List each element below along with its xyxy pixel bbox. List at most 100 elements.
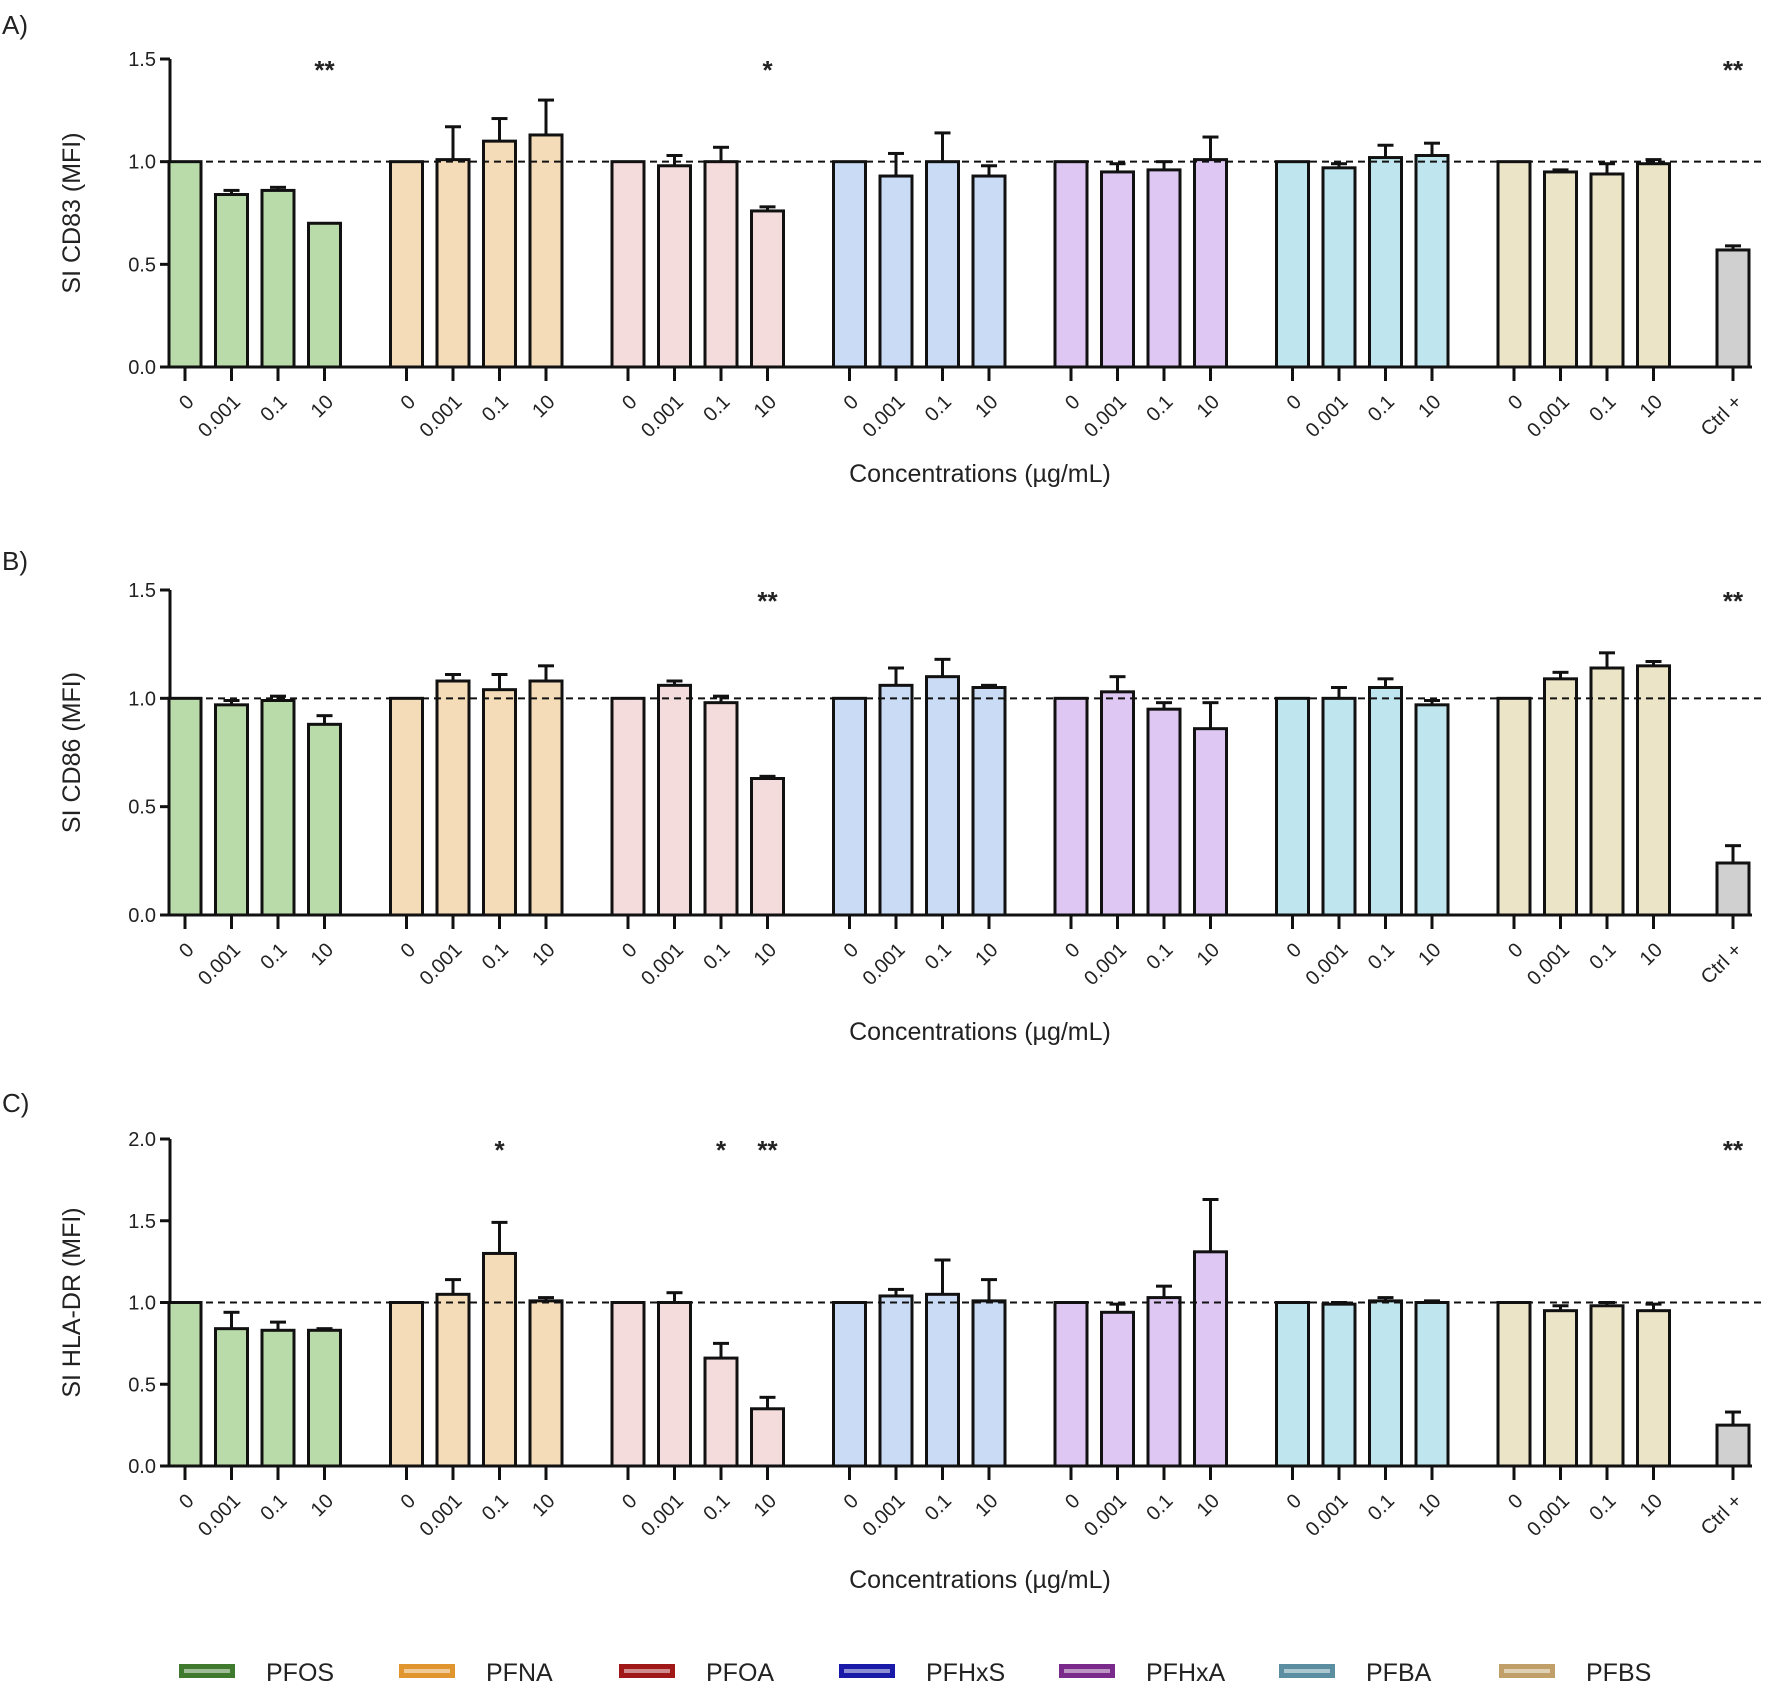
x-tick-label: 0.1: [1585, 391, 1620, 426]
bar-pfna: [482, 688, 517, 917]
x-tick-label: 10: [750, 1490, 781, 1521]
panel-label: C): [2, 1088, 29, 1118]
y-axis-label: SI HLA-DR (MFI): [58, 1207, 86, 1397]
x-tick-label: 10: [1414, 1490, 1445, 1521]
bar-pfhxs: [925, 675, 960, 917]
x-tick-label: 0.1: [1364, 939, 1399, 974]
x-tick-label: 0.1: [699, 1490, 734, 1525]
bar-pfhxa: [1053, 696, 1089, 917]
bar-pfhxa: [1100, 1310, 1135, 1468]
bar-pfoa: [610, 696, 646, 917]
y-tick-label: 0.0: [128, 1456, 156, 1478]
x-tick-label: 10: [528, 939, 559, 970]
panel-b: B)SI CD86 (MFI)0.00.51.01.500.001 0.1 10 00…: [2, 546, 1762, 1046]
x-tick-label: 0.001: [1080, 939, 1131, 990]
panel-c: C)SI HLA-DR (MFI)0.00.51.01.52.000.001 0.…: [2, 1088, 1762, 1594]
x-tick-label: 0: [1061, 1490, 1084, 1513]
x-tick-label: 10: [1193, 939, 1224, 970]
x-tick-label: Ctrl +: [1697, 1490, 1747, 1540]
bar-pfbs: [1636, 664, 1671, 917]
y-tick-label: 0.5: [128, 797, 156, 819]
x-tick-label: 0.1: [921, 391, 956, 426]
y-tick-label: 0.0: [128, 357, 156, 379]
x-tick-label: 0.001: [1080, 1490, 1131, 1541]
x-tick-label: 0.001: [637, 939, 688, 990]
bar-pfoa: [750, 1407, 785, 1468]
x-tick-label: 0.1: [921, 939, 956, 974]
y-tick-label: 1.0: [128, 1293, 156, 1315]
bar-pfbs: [1543, 677, 1578, 917]
bar-pfna: [435, 1292, 471, 1468]
bar-pfba: [1368, 156, 1403, 369]
x-tick-label: 0.1: [478, 1490, 513, 1525]
x-tick-label: 0.1: [1364, 391, 1399, 426]
bar-pfhxa: [1193, 1250, 1228, 1468]
bar-pfba: [1414, 154, 1450, 369]
panel-label: A): [2, 10, 28, 40]
x-tick-label: 0: [618, 939, 641, 962]
bar-pfhxs: [971, 686, 1007, 917]
bar-pfos: [260, 1328, 296, 1468]
legend-swatch-highlight: [624, 1669, 670, 1673]
x-tick-label: 0.001: [637, 391, 688, 442]
x-tick-label: 0.1: [1364, 1490, 1399, 1525]
bar-ctrl: [1715, 1423, 1751, 1468]
x-tick-label: 0: [618, 1490, 641, 1513]
x-tick-label: 0.001: [1302, 939, 1353, 990]
legend-swatch-highlight: [844, 1669, 890, 1673]
x-tick-label: 0.1: [699, 391, 734, 426]
y-tick-label: 0.5: [128, 254, 156, 276]
bar-pfoa: [703, 701, 739, 917]
bar-pfoa: [610, 1301, 646, 1468]
x-tick-label: 0: [1283, 939, 1306, 962]
x-tick-label: 0.001: [194, 1490, 245, 1541]
bar-pfhxs: [925, 1292, 960, 1468]
significance-marker: **: [757, 1135, 778, 1165]
x-tick-label: 0.001: [1523, 391, 1574, 442]
legend-swatch-highlight: [184, 1669, 230, 1673]
x-tick-label: 0.1: [478, 391, 513, 426]
x-tick-label: 0.001: [416, 1490, 467, 1541]
bar-pfos: [307, 1328, 342, 1468]
x-tick-label: 0: [175, 939, 198, 962]
x-tick-label: 0: [1061, 939, 1084, 962]
x-tick-label: 0.1: [478, 939, 513, 974]
bar-pfba: [1275, 160, 1310, 369]
x-tick-label: 0: [1504, 1490, 1527, 1513]
legend-label-pfos: PFOS: [266, 1659, 334, 1687]
panel-label: B): [2, 546, 28, 576]
bar-pfhxs: [878, 1294, 914, 1468]
bar-pfhxs: [971, 1299, 1007, 1468]
legend-label-pfna: PFNA: [486, 1659, 553, 1687]
x-tick-label: 10: [971, 1490, 1002, 1521]
bar-pfba: [1275, 1301, 1310, 1468]
bar-pfoa: [750, 209, 785, 369]
bar-pfbs: [1543, 1309, 1578, 1468]
bar-pfhxs: [832, 696, 867, 917]
x-axis-title: Concentrations (µg/mL): [849, 1566, 1111, 1594]
x-axis-title: Concentrations (µg/mL): [849, 460, 1111, 488]
bar-pfba: [1368, 1299, 1403, 1468]
x-tick-label: 10: [307, 391, 338, 422]
y-axis-label: SI CD83 (MFI): [58, 132, 86, 293]
x-tick-label: 10: [750, 391, 781, 422]
x-tick-label: 0.1: [256, 391, 291, 426]
x-tick-label: 10: [307, 1490, 338, 1521]
x-tick-label: 0.001: [1080, 391, 1131, 442]
bar-pfhxs: [832, 1301, 867, 1468]
bar-pfhxa: [1146, 707, 1182, 917]
bar-ctrl: [1715, 861, 1751, 917]
x-tick-label: 0.001: [416, 939, 467, 990]
significance-marker: **: [1723, 586, 1744, 616]
x-tick-label: 0: [1061, 391, 1084, 414]
bar-pfba: [1368, 686, 1403, 917]
bar-pfbs: [1589, 666, 1625, 917]
x-tick-label: 0.001: [416, 391, 467, 442]
bar-pfos: [214, 1327, 249, 1468]
bar-pfna: [528, 1299, 564, 1468]
bar-pfbs: [1496, 1301, 1532, 1468]
bar-pfhxs: [878, 174, 914, 369]
x-tick-label: 0: [840, 1490, 863, 1513]
legend-label-pfbs: PFBS: [1586, 1659, 1651, 1687]
bar-pfbs: [1636, 162, 1671, 369]
